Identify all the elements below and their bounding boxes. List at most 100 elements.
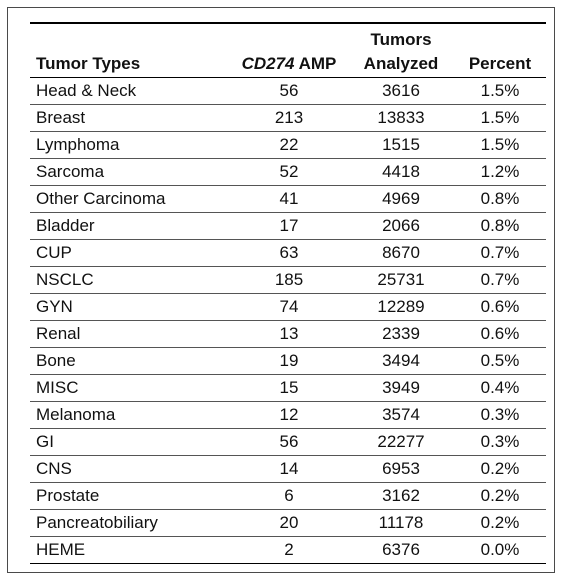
table-row: CNS 14 6953 0.2% [30, 455, 546, 483]
cell-tumors-analyzed: 6376 [348, 536, 454, 564]
cell-percent: 1.2% [454, 158, 546, 186]
cell-tumor-type: Sarcoma [30, 158, 230, 186]
cell-cd274-amp: 52 [230, 158, 348, 186]
cell-tumors-analyzed: 3494 [348, 347, 454, 375]
table-row: Sarcoma 52 4418 1.2% [30, 158, 546, 186]
cell-tumor-type: Lymphoma [30, 131, 230, 159]
table-row: GI 56 22277 0.3% [30, 428, 546, 456]
table-row: HEME 2 6376 0.0% [30, 536, 546, 564]
table-row: Bone 19 3494 0.5% [30, 347, 546, 375]
cell-tumor-type: Bone [30, 347, 230, 375]
header-percent: Percent [454, 22, 546, 78]
cell-cd274-amp: 6 [230, 482, 348, 510]
cell-percent: 0.5% [454, 347, 546, 375]
cell-tumors-analyzed: 1515 [348, 131, 454, 159]
cell-percent: 1.5% [454, 77, 546, 105]
cell-tumors-analyzed: 4969 [348, 185, 454, 213]
cell-percent: 0.0% [454, 536, 546, 564]
cell-tumor-type: Bladder [30, 212, 230, 240]
cell-percent: 0.6% [454, 293, 546, 321]
cell-percent: 0.3% [454, 428, 546, 456]
cell-percent: 0.2% [454, 482, 546, 510]
cell-tumor-type: MISC [30, 374, 230, 402]
cell-cd274-amp: 14 [230, 455, 348, 483]
cell-tumors-analyzed: 2066 [348, 212, 454, 240]
cell-cd274-amp: 22 [230, 131, 348, 159]
cell-tumors-analyzed: 3616 [348, 77, 454, 105]
cell-percent: 0.2% [454, 509, 546, 537]
header-tumors-analyzed: Tumors Analyzed [348, 22, 454, 78]
header-tumors-line2: Analyzed [363, 54, 439, 73]
cell-cd274-amp: 19 [230, 347, 348, 375]
cell-tumors-analyzed: 3162 [348, 482, 454, 510]
cell-tumor-type: GI [30, 428, 230, 456]
cell-tumors-analyzed: 4418 [348, 158, 454, 186]
table-row: Other Carcinoma 41 4969 0.8% [30, 185, 546, 213]
cell-tumor-type: HEME [30, 536, 230, 564]
header-row: Tumor Types CD274 AMP Tumors Analyzed Pe… [30, 22, 546, 78]
header-amp-suffix: AMP [294, 54, 337, 73]
cell-tumors-analyzed: 3574 [348, 401, 454, 429]
table-row: GYN 74 12289 0.6% [30, 293, 546, 321]
table-row: Melanoma 12 3574 0.3% [30, 401, 546, 429]
cell-tumors-analyzed: 6953 [348, 455, 454, 483]
cell-percent: 0.8% [454, 185, 546, 213]
header-tumors-line1: Tumors [370, 30, 432, 49]
cell-tumors-analyzed: 3949 [348, 374, 454, 402]
cell-cd274-amp: 63 [230, 239, 348, 267]
cell-percent: 1.5% [454, 131, 546, 159]
cell-cd274-amp: 15 [230, 374, 348, 402]
cell-tumor-type: Melanoma [30, 401, 230, 429]
cell-tumors-analyzed: 2339 [348, 320, 454, 348]
cell-cd274-amp: 12 [230, 401, 348, 429]
cell-tumors-analyzed: 12289 [348, 293, 454, 321]
table-row: Renal 13 2339 0.6% [30, 320, 546, 348]
table-row: Prostate 6 3162 0.2% [30, 482, 546, 510]
table-row: NSCLC 185 25731 0.7% [30, 266, 546, 294]
cell-tumors-analyzed: 8670 [348, 239, 454, 267]
cell-tumor-type: NSCLC [30, 266, 230, 294]
table-row: MISC 15 3949 0.4% [30, 374, 546, 402]
cell-tumor-type: Breast [30, 104, 230, 132]
cell-tumor-type: Other Carcinoma [30, 185, 230, 213]
table-row: Breast 213 13833 1.5% [30, 104, 546, 132]
cell-percent: 0.7% [454, 239, 546, 267]
header-gene-name: CD274 [241, 54, 295, 73]
cell-percent: 0.8% [454, 212, 546, 240]
cell-tumors-analyzed: 13833 [348, 104, 454, 132]
cell-cd274-amp: 41 [230, 185, 348, 213]
cell-percent: 0.7% [454, 266, 546, 294]
table-row: Pancreatobiliary 20 11178 0.2% [30, 509, 546, 537]
cell-tumor-type: CUP [30, 239, 230, 267]
cell-tumors-analyzed: 11178 [348, 509, 454, 537]
cell-tumor-type: Pancreatobiliary [30, 509, 230, 537]
cell-tumor-type: Renal [30, 320, 230, 348]
cell-tumor-type: GYN [30, 293, 230, 321]
table-header: Tumor Types CD274 AMP Tumors Analyzed Pe… [30, 22, 546, 78]
cell-percent: 1.5% [454, 104, 546, 132]
cell-cd274-amp: 13 [230, 320, 348, 348]
table-frame: Tumor Types CD274 AMP Tumors Analyzed Pe… [7, 7, 555, 573]
table-row: Head & Neck 56 3616 1.5% [30, 77, 546, 105]
table-row: Lymphoma 22 1515 1.5% [30, 131, 546, 159]
table-row: Bladder 17 2066 0.8% [30, 212, 546, 240]
cell-percent: 0.4% [454, 374, 546, 402]
table-body: Head & Neck 56 3616 1.5% Breast 213 13833 1.5% L… [30, 77, 546, 564]
cell-cd274-amp: 20 [230, 509, 348, 537]
cell-percent: 0.6% [454, 320, 546, 348]
header-percent-label: Percent [468, 54, 532, 73]
table-row: CUP 63 8670 0.7% [30, 239, 546, 267]
header-tumor-types: Tumor Types [30, 22, 230, 78]
cell-cd274-amp: 213 [230, 104, 348, 132]
header-tumor-types-label: Tumor Types [36, 54, 141, 73]
cell-tumors-analyzed: 25731 [348, 266, 454, 294]
cell-percent: 0.3% [454, 401, 546, 429]
header-cd274-amp: CD274 AMP [230, 22, 348, 78]
cell-cd274-amp: 17 [230, 212, 348, 240]
cell-cd274-amp: 56 [230, 77, 348, 105]
cd274-amplification-table: Tumor Types CD274 AMP Tumors Analyzed Pe… [30, 22, 546, 564]
cell-cd274-amp: 2 [230, 536, 348, 564]
cell-cd274-amp: 185 [230, 266, 348, 294]
cell-cd274-amp: 74 [230, 293, 348, 321]
cell-tumors-analyzed: 22277 [348, 428, 454, 456]
